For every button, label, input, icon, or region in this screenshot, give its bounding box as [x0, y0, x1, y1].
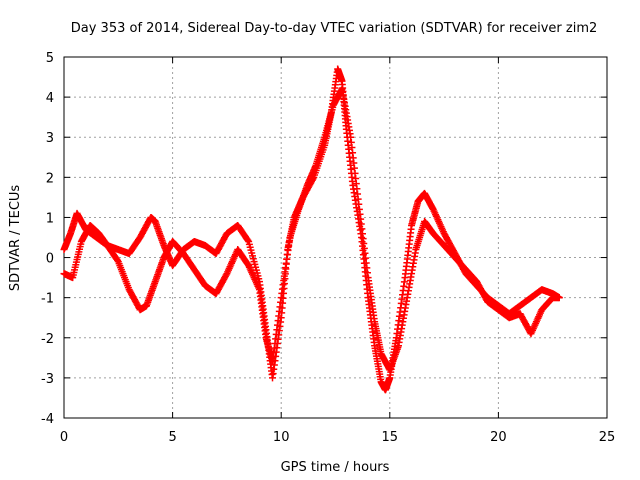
y-axis-label: SDTVAR / TECUs: [8, 185, 23, 292]
x-tick-label: 10: [273, 430, 290, 445]
y-tick-label: 4: [46, 91, 54, 106]
plot-frame: [63, 56, 608, 419]
data-point: [555, 294, 563, 302]
y-tick-label: 3: [46, 131, 54, 146]
tick-labels: 0 5 10 15 20 25 -4 -3 -2 -1 0 1 2 3 4 5: [41, 51, 615, 445]
x-tick-label: 20: [490, 430, 507, 445]
y-tick-label: -2: [41, 332, 54, 347]
x-tick-label: 25: [599, 430, 616, 445]
y-tick-label: 5: [46, 51, 54, 66]
y-tick-label: -4: [41, 412, 54, 427]
x-axis-label: GPS time / hours: [281, 460, 390, 475]
y-tick-label: 2: [46, 171, 54, 186]
y-tick-label: 1: [46, 211, 54, 226]
y-tick-label: 0: [46, 252, 54, 267]
x-tick-label: 5: [168, 430, 176, 445]
series-track-B: [60, 85, 563, 374]
data-points: [60, 65, 563, 394]
data-point: [244, 236, 252, 244]
data-point: [222, 271, 230, 279]
y-tick-label: -3: [41, 372, 54, 387]
x-tick-label: 15: [382, 430, 399, 445]
chart-title: Day 353 of 2014, Sidereal Day-to-day VTE…: [71, 21, 598, 36]
y-tick-label: -1: [41, 292, 54, 307]
data-point: [114, 256, 122, 264]
x-tick-label: 0: [60, 430, 68, 445]
